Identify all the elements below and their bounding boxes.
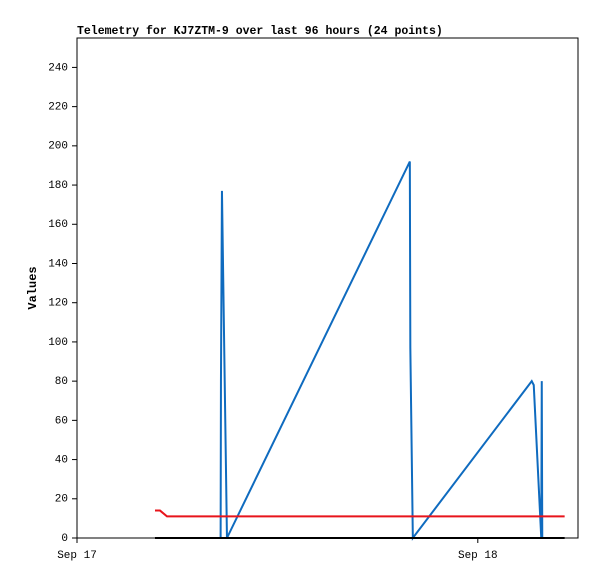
x-tick-label: Sep 17	[57, 550, 97, 562]
series-line	[219, 161, 544, 541]
y-tick-label: 140	[48, 258, 68, 270]
chart-title: Telemetry for KJ7ZTM-9 over last 96 hour…	[77, 25, 443, 38]
y-axis-label: Values	[26, 266, 40, 309]
y-tick-label: 80	[55, 376, 68, 388]
series-line	[154, 509, 565, 518]
y-tick-label: 20	[55, 494, 68, 506]
y-tick-label: 160	[48, 219, 68, 231]
y-tick-label: 200	[48, 141, 68, 153]
y-tick-label: 220	[48, 102, 68, 114]
y-tick-label: 60	[55, 415, 68, 427]
y-tick-label: 180	[48, 180, 68, 192]
y-tick-label: 40	[55, 454, 68, 466]
y-tick-label: 100	[48, 337, 68, 349]
y-tick-label: 240	[48, 62, 68, 74]
y-tick-label: 0	[61, 533, 68, 545]
x-tick-label: Sep 18	[458, 550, 498, 562]
y-tick-label: 120	[48, 298, 68, 310]
